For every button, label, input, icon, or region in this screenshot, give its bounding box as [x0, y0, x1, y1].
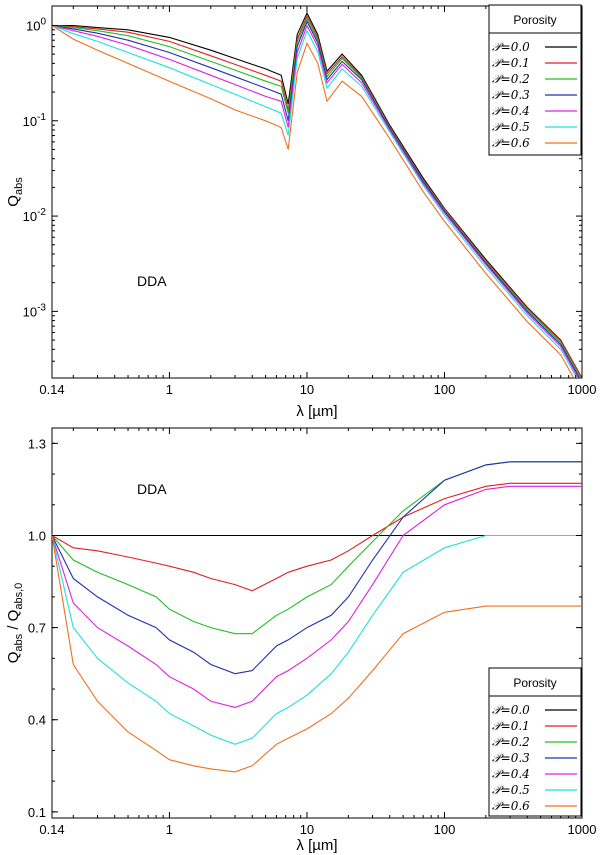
legend-label-4: 𝒫=0.4: [492, 104, 530, 118]
legend-label-0: 𝒫=0.0: [492, 40, 530, 54]
y-tick-label: 1.3: [28, 436, 46, 451]
legend-label-1: 𝒫=0.1: [492, 56, 530, 70]
y-tick-label: 0.4: [28, 713, 46, 728]
dda-annotation: DDA: [137, 481, 167, 497]
series-line-4: [52, 485, 582, 708]
series-lines: [52, 11, 582, 378]
y-axis-label-main2: / Q: [5, 610, 22, 634]
chart-bottom-ratio: 0.14 1 10 100 1000 1.3 1.0 0.7 0.4 0.1 λ [µm] Qab…: [5, 427, 597, 854]
y-tick-label: 0.1: [28, 805, 46, 820]
series-line-3: [52, 461, 582, 675]
series-line-5: [52, 534, 582, 745]
x-tick-label: 10: [300, 382, 314, 397]
y-axis-label-sub: abs: [13, 633, 25, 651]
legend-title: Porosity: [513, 676, 556, 690]
x-tick-label: 100: [434, 382, 456, 397]
y-tick-label: 10-2: [23, 207, 47, 224]
axis-ticks: 0.14 1 10 100 1000 1.3 1.0 0.7 0.4 0.1: [28, 428, 597, 837]
legend: Porosity 𝒫=0.0𝒫=0.1𝒫=0.2𝒫=0.3𝒫=0.4𝒫=0.5𝒫…: [488, 4, 582, 156]
y-axis-label: Qabs: [5, 177, 25, 207]
legend-label-3: 𝒫=0.3: [492, 88, 530, 102]
plot-frame: [51, 5, 583, 379]
y-tick-label: 100: [26, 16, 46, 33]
legend-label-2: 𝒫=0.2: [492, 72, 530, 86]
series-lines: [52, 461, 582, 773]
x-tick-label: 10: [300, 822, 314, 837]
series-line-6: [52, 534, 582, 773]
y-tick-label: 0.7: [28, 621, 46, 636]
series-line-6: [52, 25, 575, 378]
series-line-3: [52, 20, 581, 378]
y-axis-label-sub: abs: [13, 177, 25, 195]
legend-label-5: 𝒫=0.5: [492, 783, 530, 797]
y-axis-label-sub2: abs,0: [13, 583, 25, 610]
y-tick-label: 10-3: [23, 302, 47, 319]
legend: Porosity 𝒫=0.0𝒫=0.1𝒫=0.2𝒫=0.3𝒫=0.4𝒫=0.5𝒫…: [488, 667, 582, 817]
x-tick-label: 1000: [568, 382, 597, 397]
legend-label-5: 𝒫=0.5: [492, 120, 530, 134]
legend-box: [488, 4, 582, 156]
legend-title: Porosity: [513, 13, 556, 27]
x-tick-label: 1: [166, 382, 173, 397]
legend-items: 𝒫=0.0 𝒫=0.1 𝒫=0.2 𝒫=0.3 𝒫=0.4 𝒫=0.5 𝒫=0.6: [489, 695, 581, 813]
legend-label-1: 𝒫=0.1: [492, 719, 530, 733]
legend-label-2: 𝒫=0.2: [492, 735, 530, 749]
y-tick-label: 10-1: [23, 112, 47, 129]
legend-label-6: 𝒫=0.6: [492, 799, 530, 813]
series-line-1: [52, 482, 582, 592]
legend-label-0: 𝒫=0.0: [492, 703, 530, 717]
x-tick-label: 0.14: [39, 382, 64, 397]
y-tick-label: 1.0: [28, 528, 46, 543]
chart-top-absorption: 0.14 1 10 100 1000 100 10-1 10-2 10-3 λ [µm] Qab…: [5, 4, 597, 420]
y-axis-label-main: Q: [5, 652, 22, 664]
y-axis-label: Qabs / Qabs,0: [5, 583, 25, 664]
legend-items: 𝒫=0.0 𝒫=0.1 𝒫=0.2 𝒫=0.3 𝒫=0.4 𝒫=0.5 𝒫=0.6: [489, 32, 581, 150]
x-tick-label: 1: [166, 822, 173, 837]
x-axis-label: λ [µm]: [296, 403, 337, 420]
series-line-4: [52, 24, 579, 378]
x-tick-label: 0.14: [39, 822, 64, 837]
series-line-1: [52, 14, 582, 378]
y-axis-label-main: Q: [5, 195, 22, 207]
dda-annotation: DDA: [137, 273, 167, 289]
legend-label-3: 𝒫=0.3: [492, 751, 530, 765]
x-axis-label: λ [µm]: [296, 837, 337, 854]
legend-label-4: 𝒫=0.4: [492, 767, 530, 781]
x-tick-label: 100: [434, 822, 456, 837]
legend-label-6: 𝒫=0.6: [492, 136, 530, 150]
series-line-2: [52, 17, 582, 378]
plot-frame: [51, 427, 583, 819]
series-line-5: [52, 24, 578, 378]
x-tick-label: 1000: [568, 822, 597, 837]
